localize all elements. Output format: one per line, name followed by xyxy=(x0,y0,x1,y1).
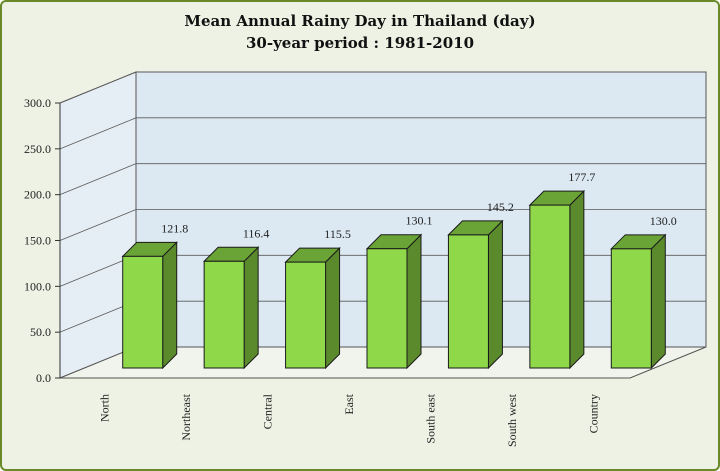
y-tick-label: 100.0 xyxy=(24,279,51,293)
y-tick-label: 150.0 xyxy=(24,234,51,248)
bar-side xyxy=(162,241,178,370)
gridline xyxy=(59,163,706,196)
data-label: 177.7 xyxy=(568,170,595,184)
data-label: 116.4 xyxy=(243,226,270,240)
y-tick-label: 0.0 xyxy=(36,371,51,385)
bar xyxy=(122,255,164,369)
bar-side xyxy=(569,189,585,370)
bar xyxy=(366,248,408,369)
y-tick-label: 300.0 xyxy=(24,96,51,110)
bar xyxy=(610,248,652,369)
bar-side xyxy=(487,219,503,370)
x-tick-label: Country xyxy=(586,394,600,433)
x-tick-label: Central xyxy=(261,393,275,429)
x-tick-label: East xyxy=(342,393,356,414)
bar-side xyxy=(650,233,666,370)
y-tick-label: 250.0 xyxy=(24,142,51,156)
y-tick-label: 200.0 xyxy=(24,188,51,202)
bar xyxy=(285,261,327,369)
x-tick-label: South west xyxy=(505,393,519,447)
bar-side xyxy=(325,246,341,370)
y-tick-label: 50.0 xyxy=(30,325,51,339)
bar xyxy=(529,204,571,369)
data-label: 145.2 xyxy=(487,200,514,214)
data-label: 130.0 xyxy=(650,214,677,228)
bar xyxy=(203,260,245,369)
bar-side xyxy=(243,246,259,370)
gridline xyxy=(59,117,706,150)
chart-title-block: Mean Annual Rainy Day in Thailand (day) … xyxy=(2,10,718,54)
chart-subtitle: 30-year period : 1981-2010 xyxy=(245,34,475,52)
x-tick-label: Northeast xyxy=(179,393,193,440)
gridline xyxy=(59,209,706,241)
x-tick-label: North xyxy=(98,394,112,422)
gridline xyxy=(59,71,706,104)
data-label: 130.1 xyxy=(406,214,433,228)
x-tick-label: South east xyxy=(423,393,437,443)
bar-side xyxy=(406,233,422,370)
chart-title: Mean Annual Rainy Day in Thailand (day) xyxy=(184,12,536,30)
data-label: 115.5 xyxy=(324,227,351,241)
bar xyxy=(447,234,489,369)
data-label: 121.8 xyxy=(161,221,188,235)
